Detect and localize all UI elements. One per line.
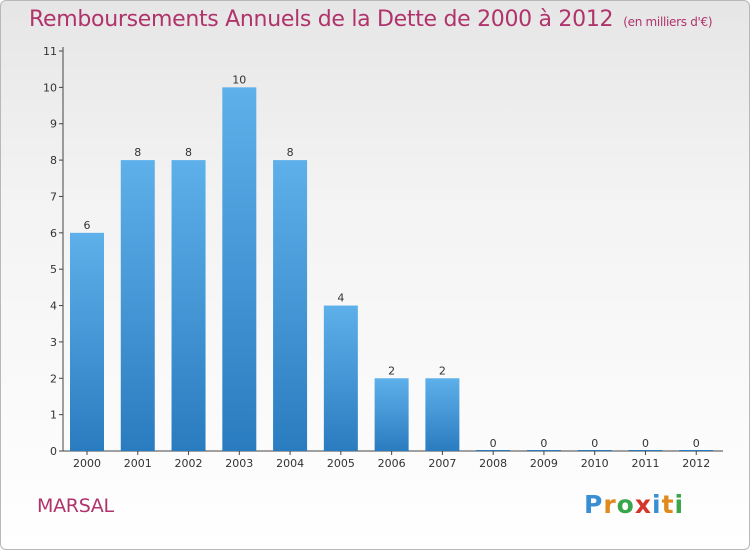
- data-label: 0: [540, 437, 547, 450]
- data-label: 8: [287, 146, 294, 159]
- logo-letter: r: [603, 490, 617, 519]
- x-tick-label: 2004: [276, 457, 304, 470]
- bar: [374, 378, 409, 451]
- y-tick-label: 3: [50, 336, 57, 349]
- y-tick-label: 0: [50, 445, 57, 458]
- logo-letter: x: [634, 490, 652, 519]
- data-label: 0: [693, 437, 700, 450]
- data-label: 2: [439, 364, 446, 377]
- bar: [120, 160, 155, 451]
- data-label: 8: [185, 146, 192, 159]
- bar: [171, 160, 206, 451]
- logo-letter: i: [652, 490, 662, 519]
- data-label: 4: [337, 292, 344, 305]
- y-tick-label: 4: [50, 300, 57, 313]
- chart-title: Remboursements Annuels de la Dette de 20…: [29, 7, 713, 32]
- data-label: 2: [388, 364, 395, 377]
- logo-letter: t: [661, 490, 675, 519]
- y-tick-label: 11: [43, 45, 57, 58]
- x-tick-label: 2009: [530, 457, 558, 470]
- unit-note: (en milliers d'€): [623, 15, 713, 29]
- y-tick-label: 1: [50, 409, 57, 422]
- logo-letter: P: [584, 490, 604, 519]
- x-tick-label: 2010: [581, 457, 609, 470]
- x-tick-label: 2001: [124, 457, 152, 470]
- commune-name: MARSAL: [37, 495, 114, 517]
- logo-letter: o: [616, 490, 635, 519]
- y-tick-label: 2: [50, 372, 57, 385]
- bar: [273, 160, 308, 451]
- data-label: 0: [642, 437, 649, 450]
- bar: [323, 305, 358, 451]
- y-tick-label: 9: [50, 118, 57, 131]
- data-label: 0: [591, 437, 598, 450]
- x-tick-label: 2011: [631, 457, 659, 470]
- data-label: 10: [232, 73, 246, 86]
- y-tick-label: 6: [50, 227, 57, 240]
- data-label: 0: [490, 437, 497, 450]
- x-tick-label: 2012: [682, 457, 710, 470]
- x-tick-label: 2006: [378, 457, 406, 470]
- x-tick-label: 2003: [225, 457, 253, 470]
- x-tick-label: 2002: [175, 457, 203, 470]
- bar: [425, 378, 460, 451]
- bar: [222, 87, 257, 451]
- x-tick-label: 2005: [327, 457, 355, 470]
- y-tick-label: 5: [50, 263, 57, 276]
- chart-title-text: Remboursements Annuels de la Dette de 20…: [29, 7, 614, 32]
- proxiti-logo: Proxiti: [584, 490, 684, 519]
- bar: [70, 232, 104, 451]
- x-tick-label: 2000: [73, 457, 101, 470]
- data-label: 8: [134, 146, 141, 159]
- logo-letter: i: [674, 490, 685, 519]
- data-label: 6: [84, 219, 91, 232]
- y-tick-label: 10: [43, 81, 57, 94]
- y-tick-label: 7: [50, 190, 57, 203]
- x-tick-label: 2007: [428, 457, 456, 470]
- x-tick-label: 2008: [479, 457, 507, 470]
- y-tick-label: 8: [50, 154, 57, 167]
